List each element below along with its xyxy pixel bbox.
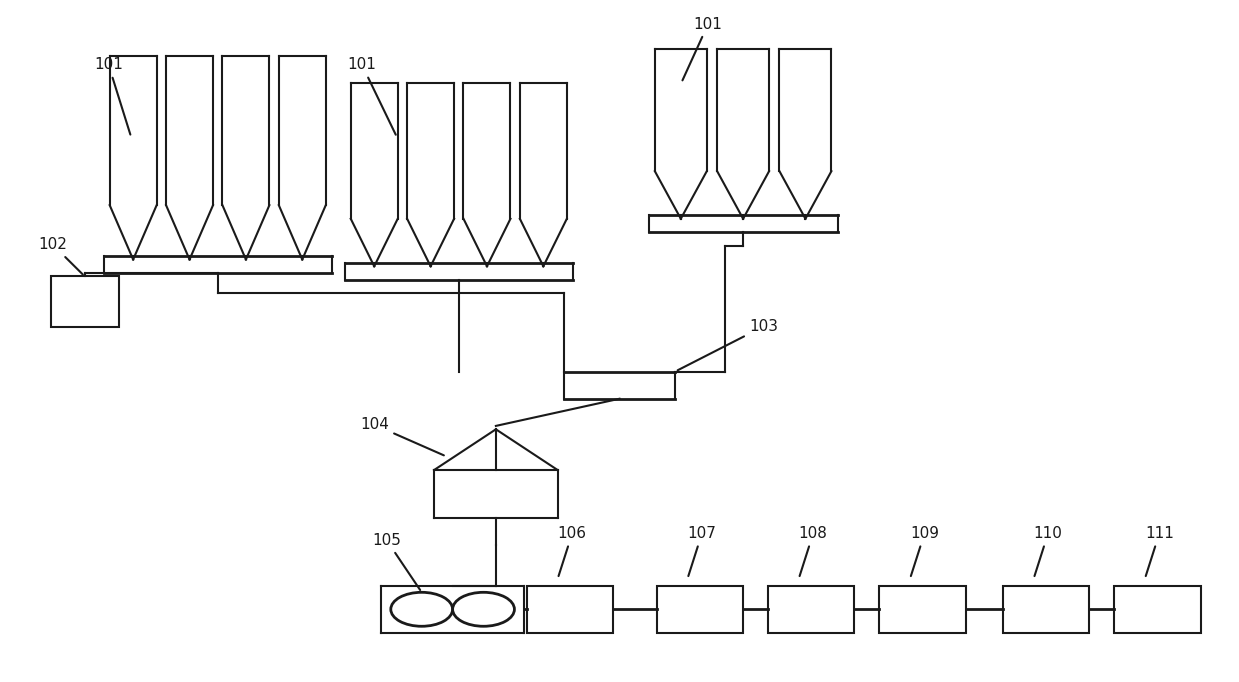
Bar bbox=[657, 586, 743, 633]
Text: 108: 108 bbox=[799, 526, 828, 576]
Text: 101: 101 bbox=[94, 57, 130, 134]
Bar bbox=[527, 586, 613, 633]
Text: 101: 101 bbox=[347, 57, 395, 135]
Text: 109: 109 bbox=[909, 526, 939, 576]
Text: 103: 103 bbox=[678, 318, 778, 370]
Text: 107: 107 bbox=[688, 526, 716, 576]
Text: 111: 111 bbox=[1145, 526, 1173, 576]
Text: 104: 104 bbox=[359, 417, 444, 456]
Text: 105: 105 bbox=[372, 533, 420, 590]
Bar bbox=[880, 586, 965, 633]
Text: 102: 102 bbox=[38, 237, 83, 275]
Bar bbox=[1114, 586, 1201, 633]
Text: 110: 110 bbox=[1033, 526, 1063, 576]
Bar bbox=[1002, 586, 1089, 633]
Text: 101: 101 bbox=[683, 16, 722, 80]
Bar bbox=[51, 276, 119, 327]
Bar bbox=[768, 586, 855, 633]
Text: 106: 106 bbox=[558, 526, 587, 576]
